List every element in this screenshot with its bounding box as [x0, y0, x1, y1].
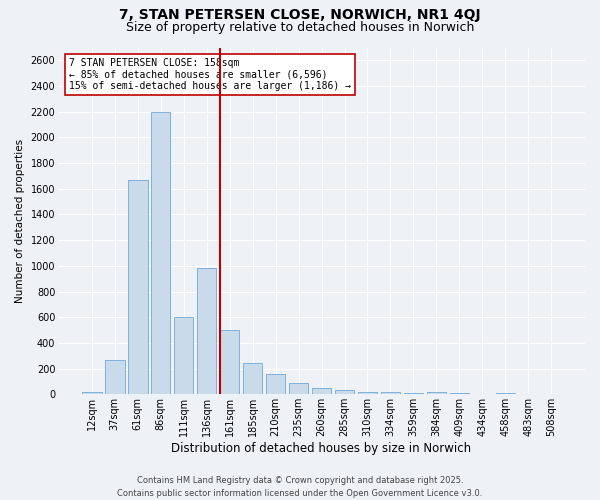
Text: 7, STAN PETERSEN CLOSE, NORWICH, NR1 4QJ: 7, STAN PETERSEN CLOSE, NORWICH, NR1 4QJ — [119, 8, 481, 22]
Bar — [220, 330, 239, 394]
Bar — [105, 360, 125, 394]
Bar — [358, 392, 377, 394]
Bar — [289, 382, 308, 394]
Bar — [174, 317, 193, 394]
Text: 7 STAN PETERSEN CLOSE: 158sqm
← 85% of detached houses are smaller (6,596)
15% o: 7 STAN PETERSEN CLOSE: 158sqm ← 85% of d… — [68, 58, 350, 91]
Bar — [312, 388, 331, 394]
Bar — [266, 374, 286, 394]
Bar — [151, 112, 170, 395]
Bar — [82, 392, 101, 394]
Bar — [381, 392, 400, 394]
Bar — [404, 393, 423, 394]
Bar — [197, 268, 217, 394]
Text: Contains HM Land Registry data © Crown copyright and database right 2025.
Contai: Contains HM Land Registry data © Crown c… — [118, 476, 482, 498]
Bar — [427, 392, 446, 394]
Bar — [335, 390, 354, 394]
Bar — [128, 180, 148, 394]
X-axis label: Distribution of detached houses by size in Norwich: Distribution of detached houses by size … — [172, 442, 472, 455]
Bar — [243, 364, 262, 394]
Bar — [496, 393, 515, 394]
Y-axis label: Number of detached properties: Number of detached properties — [15, 139, 25, 303]
Text: Size of property relative to detached houses in Norwich: Size of property relative to detached ho… — [126, 21, 474, 34]
